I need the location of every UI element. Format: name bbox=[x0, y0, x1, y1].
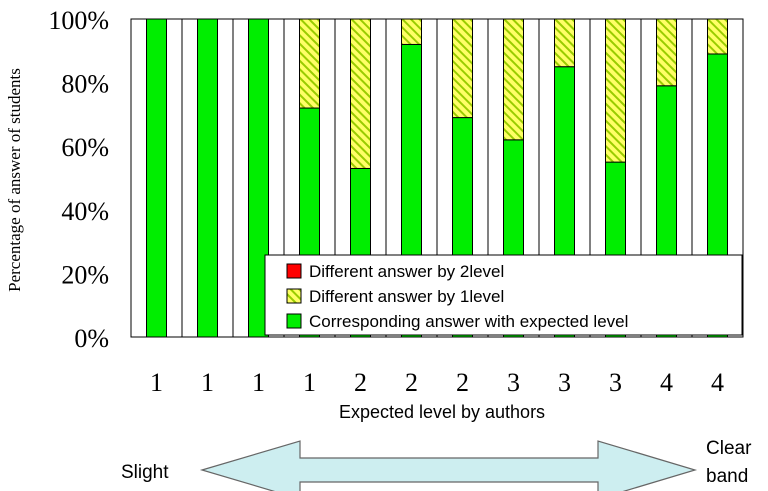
plot-frame bbox=[130, 18, 744, 338]
x-tick-label: 1 bbox=[150, 368, 163, 397]
legend-label-corresponding: Corresponding answer with expected level bbox=[309, 312, 628, 331]
x-tick-label: 1 bbox=[303, 368, 316, 397]
y-tick-label: 20% bbox=[61, 260, 109, 289]
x-axis-label: Expected level by authors bbox=[339, 402, 545, 422]
legend-swatch-corresponding bbox=[286, 313, 302, 329]
bar-segment bbox=[605, 18, 626, 163]
x-tick-label: 3 bbox=[609, 368, 622, 397]
x-tick-label: 3 bbox=[507, 368, 520, 397]
x-tick-labels: 1 1 1 1 2 2 2 3 3 3 4 4 bbox=[150, 368, 724, 397]
legend-box bbox=[264, 254, 743, 336]
bar-segment bbox=[146, 18, 167, 338]
x-tick-label: 1 bbox=[252, 368, 265, 397]
legend-label-1level: Different answer by 1level bbox=[309, 287, 504, 306]
double-arrow-shape bbox=[199, 440, 698, 491]
scale-right-label-line2: band bbox=[706, 466, 748, 487]
y-tick-label: 80% bbox=[61, 70, 109, 99]
scale-right-label-line1: Clear bbox=[706, 438, 752, 459]
legend: Different answer by 2level Different ans… bbox=[264, 254, 743, 336]
x-tick-label: 2 bbox=[354, 368, 367, 397]
bar-segment bbox=[299, 18, 320, 109]
y-tick-label: 0% bbox=[74, 324, 109, 353]
legend-swatch-2level bbox=[286, 263, 302, 279]
y-tick-labels: 0% 20% 40% 60% 80% 100% bbox=[48, 6, 109, 353]
x-tick-label: 4 bbox=[660, 368, 673, 397]
bar-segment bbox=[503, 18, 524, 141]
bar-segment bbox=[707, 18, 728, 55]
legend-swatch-1level bbox=[286, 288, 302, 304]
scale-arrow: Slight Clear band bbox=[121, 438, 752, 491]
x-tick-label: 3 bbox=[558, 368, 571, 397]
scale-left-label: Slight bbox=[121, 462, 169, 483]
y-tick-label: 60% bbox=[61, 133, 109, 162]
bar-segment bbox=[554, 18, 575, 68]
bar-segment bbox=[401, 18, 422, 45]
x-tick-label: 2 bbox=[456, 368, 469, 397]
bar-segment bbox=[656, 18, 677, 87]
y-tick-label: 100% bbox=[48, 6, 109, 35]
y-tick-label: 40% bbox=[61, 197, 109, 226]
bar-segment bbox=[197, 18, 218, 338]
y-axis-label: Percentage of answer of students bbox=[5, 68, 24, 292]
x-tick-label: 1 bbox=[201, 368, 214, 397]
x-tick-label: 2 bbox=[405, 368, 418, 397]
bar-segment bbox=[452, 18, 473, 119]
legend-label-2level: Different answer by 2level bbox=[309, 262, 504, 281]
x-tick-label: 4 bbox=[711, 368, 724, 397]
bar-segment bbox=[350, 18, 371, 169]
